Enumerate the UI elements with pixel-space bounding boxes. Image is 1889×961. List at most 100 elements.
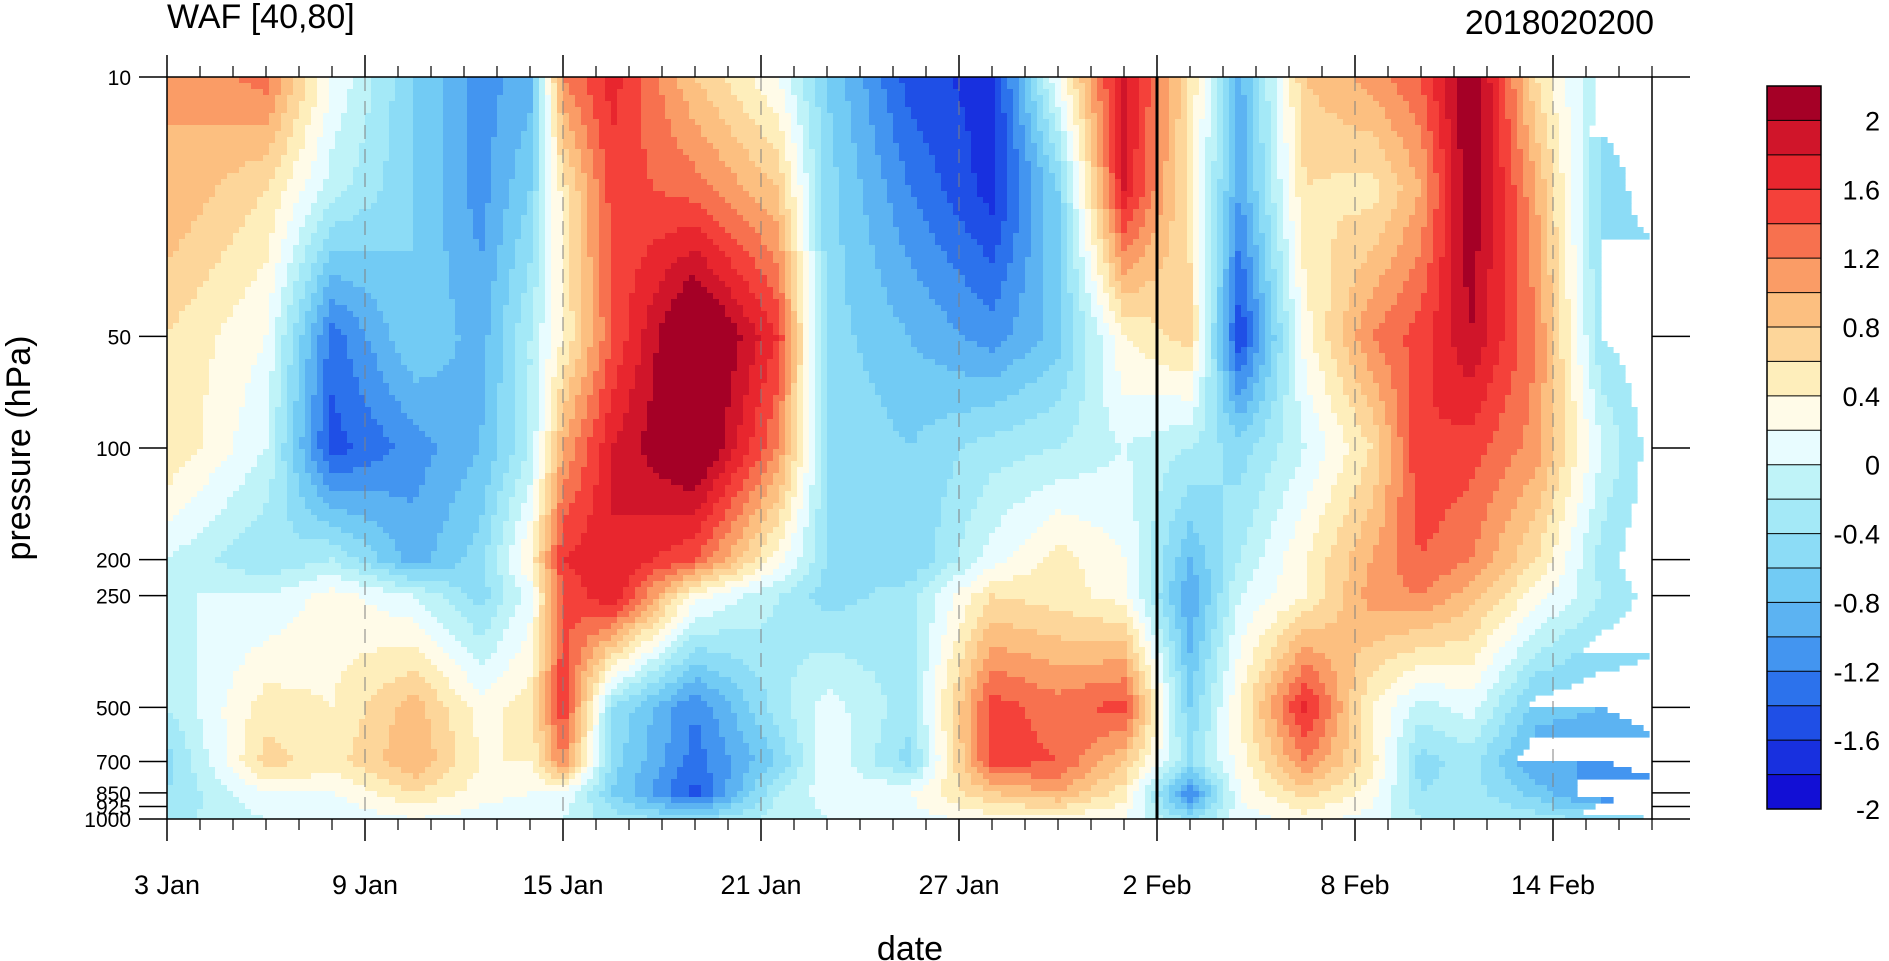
heat-cell	[797, 389, 804, 396]
heat-cell	[1229, 299, 1236, 306]
heat-cell	[1541, 95, 1554, 102]
heat-cell	[1313, 323, 1326, 330]
heat-cell	[1253, 227, 1260, 234]
heat-cell	[923, 353, 1026, 360]
heat-cell	[527, 353, 540, 360]
heat-cell	[887, 197, 918, 204]
heat-cell	[1373, 377, 1392, 384]
heat-cell	[1517, 143, 1530, 150]
heat-cell	[1481, 245, 1494, 252]
heat-cell	[1583, 233, 1590, 240]
heat-cell	[1331, 305, 1350, 312]
heat-cell	[563, 155, 570, 162]
heat-cell	[1295, 185, 1380, 192]
heat-cell	[293, 161, 312, 168]
heat-cell	[551, 305, 564, 312]
heat-cell	[1115, 227, 1122, 234]
heat-cell	[1511, 161, 1524, 168]
heat-cell	[527, 281, 540, 288]
heat-cell	[1277, 287, 1284, 294]
heat-cell	[1229, 287, 1236, 294]
heat-cell	[1295, 353, 1302, 360]
heat-cell	[1217, 179, 1230, 186]
heat-cell	[605, 335, 612, 342]
heat-cell	[1253, 173, 1266, 180]
heat-cell	[1589, 209, 1602, 216]
heat-cell	[323, 359, 354, 366]
heat-cell	[563, 245, 570, 252]
heat-cell	[275, 95, 288, 102]
heat-cell	[1493, 245, 1506, 252]
heat-cell	[1415, 173, 1428, 180]
heat-cell	[1583, 263, 1590, 270]
heat-cell	[821, 305, 828, 312]
heat-cell	[1211, 173, 1224, 180]
heat-cell	[1103, 245, 1110, 252]
heat-cell	[1103, 77, 1116, 84]
heat-cell	[1247, 377, 1260, 384]
heat-cell	[491, 287, 510, 294]
heat-cell	[803, 155, 816, 162]
heat-cell	[1589, 221, 1602, 228]
heat-cell	[1541, 383, 1554, 390]
heat-cell	[1277, 365, 1290, 372]
heat-cell	[1199, 89, 1206, 96]
heat-cell	[1007, 173, 1020, 180]
heat-cell	[1259, 197, 1266, 204]
heat-cell	[755, 119, 780, 126]
heat-cell	[1403, 281, 1428, 288]
heat-cell	[1571, 161, 1584, 168]
heat-cell	[467, 173, 492, 180]
heat-cell	[1319, 101, 1380, 108]
heat-cell	[1409, 269, 1428, 276]
heat-cell	[809, 293, 816, 300]
heat-cell	[1199, 155, 1206, 162]
heat-cell	[1391, 365, 1410, 372]
heat-cell	[1127, 143, 1140, 150]
heatmap-field	[167, 77, 1650, 819]
heat-cell	[995, 209, 1008, 216]
heat-cell	[809, 191, 816, 198]
heat-cell	[1355, 125, 1392, 132]
heat-cell	[1061, 239, 1068, 246]
heat-cell	[545, 299, 552, 306]
heat-cell	[1361, 341, 1380, 348]
heat-cell	[1601, 383, 1632, 390]
heat-cell	[599, 311, 612, 318]
heat-cell	[1577, 341, 1590, 348]
heat-cell	[815, 95, 828, 102]
heat-cell	[815, 305, 822, 312]
heat-cell	[803, 137, 810, 144]
heat-cell	[287, 185, 306, 192]
heat-cell	[191, 227, 240, 234]
heat-cell	[1199, 251, 1206, 258]
heat-cell	[593, 95, 606, 102]
heat-cell	[641, 77, 660, 84]
heat-cell	[1295, 341, 1302, 348]
heat-cell	[1229, 395, 1254, 402]
heat-cell	[1451, 221, 1464, 228]
heat-cell	[1463, 197, 1482, 204]
heat-cell	[749, 317, 768, 324]
heat-cell	[539, 251, 546, 258]
heat-cell	[1019, 161, 1032, 168]
heat-cell	[167, 125, 282, 132]
heat-cell	[1259, 275, 1266, 282]
heat-cell	[1091, 131, 1098, 138]
heat-cell	[1253, 341, 1260, 348]
heat-cell	[1289, 77, 1296, 84]
heat-cell	[1187, 221, 1194, 228]
heat-cell	[539, 191, 546, 198]
heat-cell	[1085, 323, 1098, 330]
heat-cell	[1307, 179, 1314, 186]
heat-cell	[1199, 317, 1206, 324]
heat-cell	[1085, 113, 1098, 120]
heat-cell	[1061, 143, 1068, 150]
heat-cell	[467, 89, 504, 96]
heat-cell	[287, 383, 300, 390]
heat-cell	[563, 89, 570, 96]
heat-cell	[1541, 269, 1548, 276]
heat-cell	[815, 269, 822, 276]
heat-cell	[611, 353, 624, 360]
heat-cell	[1259, 107, 1272, 114]
